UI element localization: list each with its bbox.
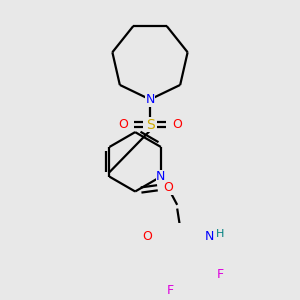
Text: F: F (166, 284, 173, 297)
Text: O: O (172, 118, 182, 131)
Text: O: O (164, 181, 173, 194)
Text: F: F (217, 268, 224, 281)
Text: O: O (118, 118, 128, 131)
Text: N: N (145, 93, 155, 106)
Text: H: H (216, 229, 224, 239)
Text: O: O (142, 230, 152, 242)
Text: S: S (146, 118, 154, 132)
Text: N: N (204, 230, 214, 242)
Text: N: N (156, 170, 166, 183)
